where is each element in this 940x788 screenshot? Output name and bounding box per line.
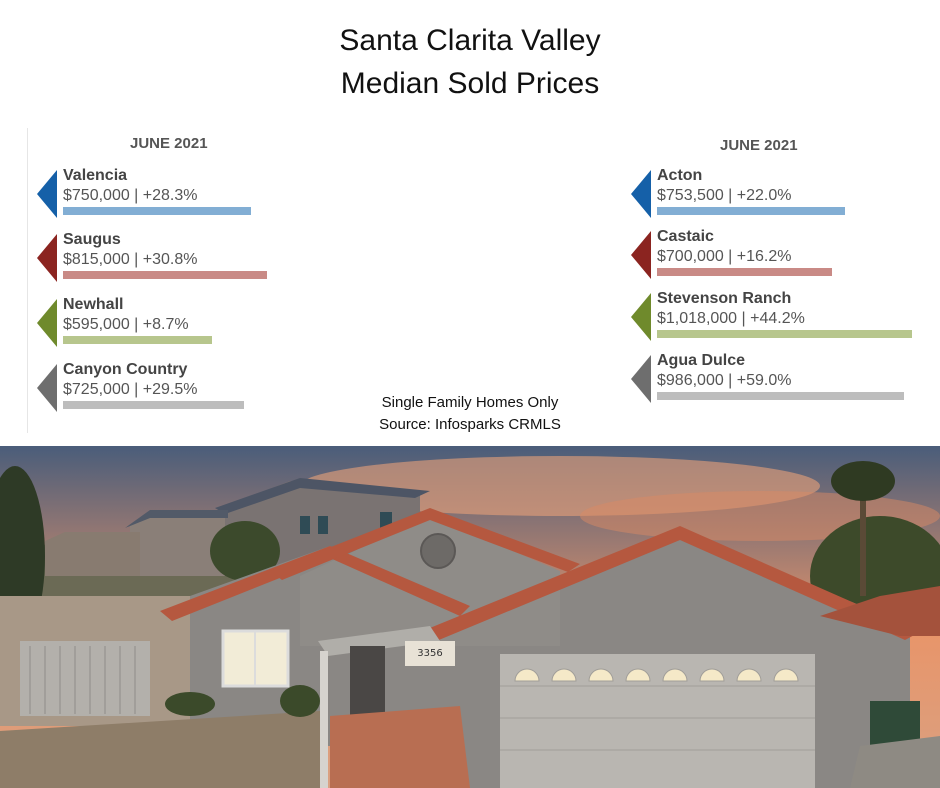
marker-arrow-castaic	[631, 231, 651, 279]
bar-castaic	[657, 268, 832, 276]
bar-stevenson-ranch	[657, 330, 912, 338]
bar-canyon-country	[63, 401, 244, 409]
bar-valencia	[63, 207, 251, 215]
area-name-canyon-country: Canyon Country	[63, 361, 188, 378]
area-name-castaic: Castaic	[657, 228, 714, 245]
price-label-valencia: $750,000 | +28.3%	[63, 187, 198, 204]
garage-door	[500, 654, 815, 788]
price-label-newhall: $595,000 | +8.7%	[63, 316, 189, 333]
marker-arrow-newhall	[37, 299, 57, 347]
note-single-family: Single Family Homes Only	[381, 394, 559, 411]
price-label-acton: $753,500 | +22.0%	[657, 187, 792, 204]
price-label-canyon-country: $725,000 | +29.5%	[63, 381, 198, 398]
period-label-right: JUNE 2021	[720, 137, 798, 154]
marker-arrow-saugus	[37, 234, 57, 282]
price-label-castaic: $700,000 | +16.2%	[657, 248, 792, 265]
area-name-agua-dulce: Agua Dulce	[657, 352, 746, 369]
area-name-newhall: Newhall	[63, 296, 124, 313]
house: 3356	[160, 508, 940, 788]
marker-arrow-valencia	[37, 170, 57, 218]
note-source: Source: Infosparks CRMLS	[379, 416, 561, 433]
area-name-valencia: Valencia	[63, 167, 128, 184]
bar-saugus	[63, 271, 267, 279]
area-name-acton: Acton	[657, 167, 703, 184]
price-label-agua-dulce: $986,000 | +59.0%	[657, 372, 792, 389]
marker-arrow-acton	[631, 170, 651, 218]
panel-divider	[27, 128, 28, 433]
period-label-left: JUNE 2021	[130, 135, 208, 152]
bar-newhall	[63, 336, 212, 344]
marker-arrow-stevenson-ranch	[631, 293, 651, 341]
bar-acton	[657, 207, 845, 215]
house-photo: 3356	[0, 446, 940, 788]
price-label-saugus: $815,000 | +30.8%	[63, 251, 198, 268]
title-line-2: Median Sold Prices	[340, 67, 600, 100]
marker-arrow-canyon-country	[37, 364, 57, 412]
marker-arrow-agua-dulce	[631, 355, 651, 403]
bar-agua-dulce	[657, 392, 904, 400]
price-label-stevenson-ranch: $1,018,000 | +44.2%	[657, 310, 805, 327]
title-line-1: Santa Clarita Valley	[339, 24, 601, 57]
area-name-stevenson-ranch: Stevenson Ranch	[657, 290, 792, 307]
area-name-saugus: Saugus	[63, 231, 121, 248]
house-number: 3356	[417, 648, 442, 659]
